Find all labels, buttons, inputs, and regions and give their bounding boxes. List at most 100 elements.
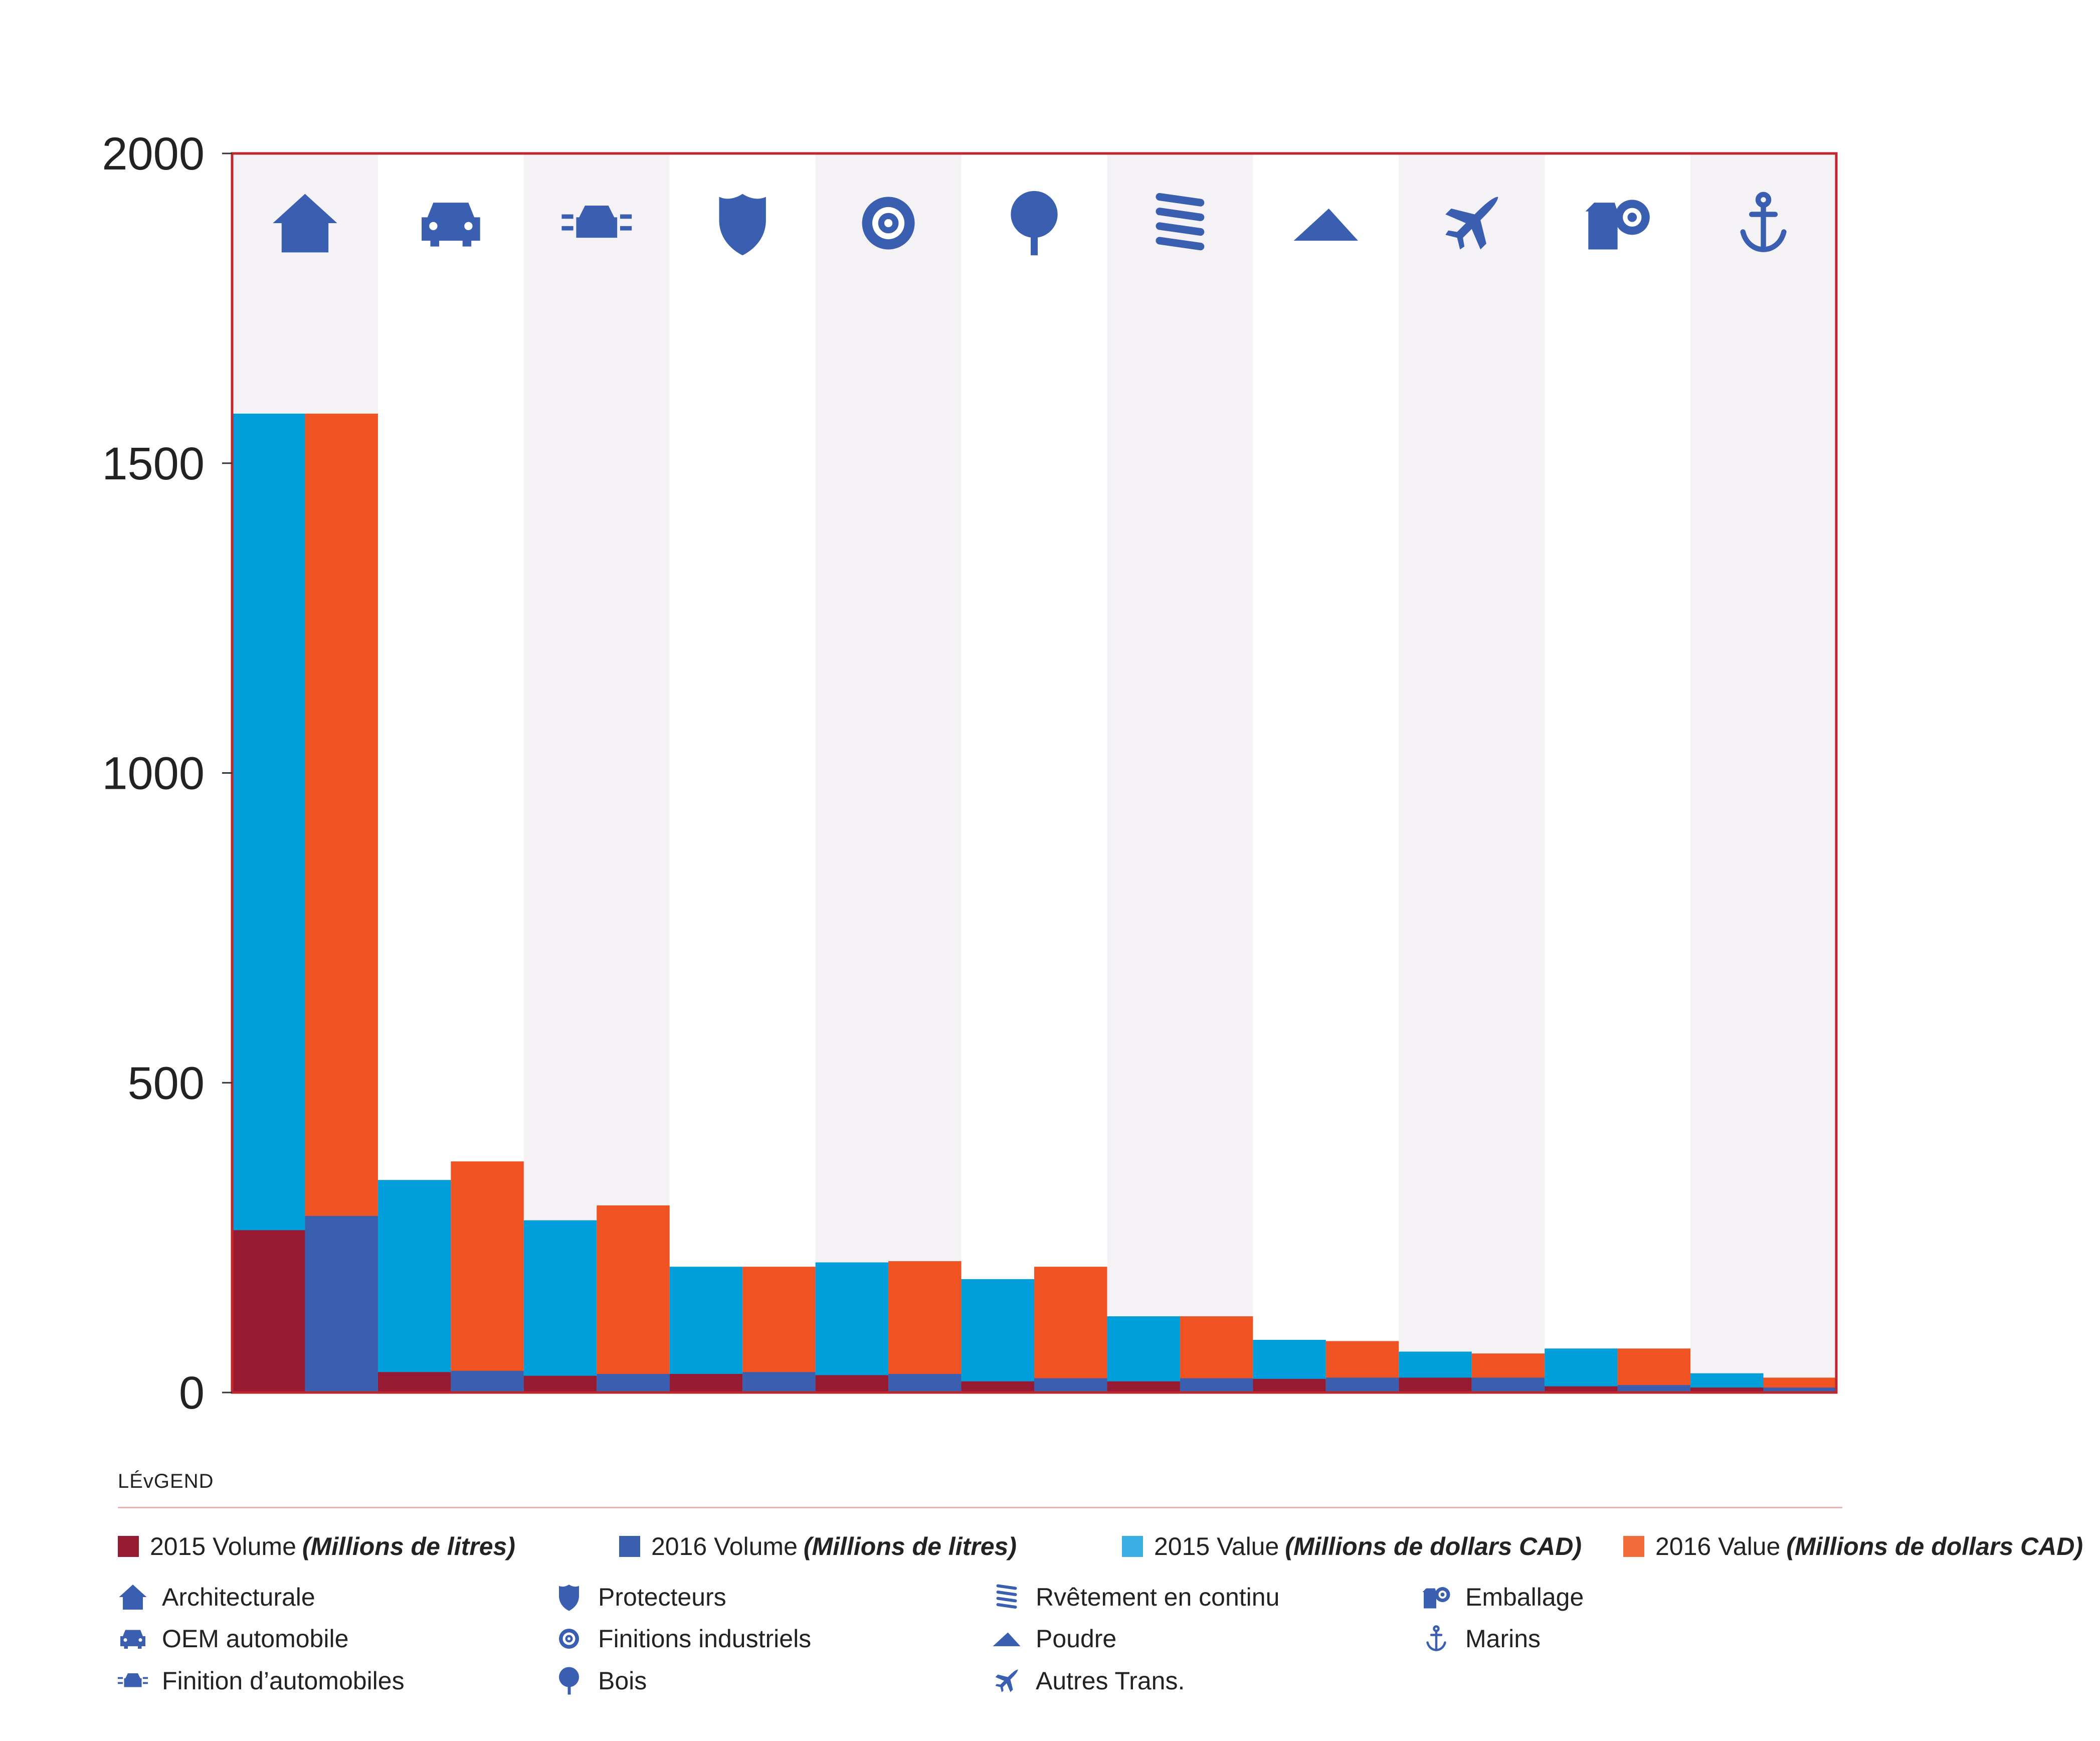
category-band [1399,153,1545,1392]
y-tick-label: 0 [179,1367,205,1419]
y-tick-label: 2000 [102,128,205,180]
series-legend: 2015 Volume (Millions de litres) 2016 Vo… [118,1532,2098,1567]
legend-cat-protecteurs: Protecteurs [554,1582,726,1612]
bar-2015-volume [1107,1381,1180,1392]
bar-2015-volume [232,1230,305,1392]
bar-2016-volume [1617,1385,1691,1392]
swatch-2016-value [1623,1536,1644,1557]
house-icon [119,1585,147,1610]
packaging-icon [1422,1587,1450,1609]
airplane-icon [995,1669,1018,1692]
house-icon [273,194,337,253]
bar-2016-volume [1471,1377,1545,1392]
legend-label: 2015 Value [1154,1532,1279,1560]
bar-2015-volume [1399,1377,1472,1392]
bar-2015-volume [961,1381,1034,1392]
bar-2015-volume [669,1373,743,1392]
powder-icon [1293,208,1358,241]
legend-item-2015-volume: 2015 Volume (Millions de litres) [118,1532,515,1561]
anchor-icon [1426,1625,1446,1651]
legend-cat-label: Finition d’automobiles [162,1667,405,1695]
coil-icon [1156,193,1205,251]
legend-cat-label: Autres Trans. [1036,1667,1185,1695]
legend-cat-bois: Bois [554,1666,647,1696]
category-bands [232,153,1836,1392]
bar-2015-value [815,1262,889,1392]
legend-cat-poudre: Poudre [992,1624,1116,1654]
legend-unit: (Millions de litres) [302,1532,515,1560]
bar-2015-value [669,1267,743,1392]
legend-title: LÉvGEND [118,1470,214,1492]
legend-label: 2016 Volume [651,1532,798,1560]
bar-2015-value [1107,1316,1180,1392]
category-icons [273,191,1787,256]
tree-icon [559,1667,579,1695]
bar-2015-volume [523,1375,597,1392]
legend-cat-label: Poudre [1036,1625,1117,1653]
car-icon [422,203,480,247]
bar-2015-volume [815,1375,889,1392]
legend-label: 2016 Value [1655,1532,1781,1560]
legend-item-2016-volume: 2016 Volume (Millions de litres) [619,1532,1017,1561]
bar-2015-value [377,1180,451,1392]
legend-cat-label: OEM automobile [162,1625,349,1653]
gear-icon [559,1629,579,1649]
bar-2016-volume [597,1373,670,1392]
y-tick-label: 1500 [102,438,205,489]
bar-2015-value [232,413,305,1393]
swatch-2016-volume [619,1536,640,1557]
legend-cat-label: Emballage [1465,1583,1584,1611]
legend-cat-label: Architecturale [162,1583,315,1611]
legend-cat-architecturale: Architecturale [118,1582,315,1612]
anchor-icon [1740,192,1787,252]
bar-2015-volume [1545,1386,1618,1392]
car-refinish-icon [118,1673,148,1687]
packaging-icon [1585,200,1650,250]
legend-cat-label: Protecteurs [598,1583,726,1611]
bar-2015-value [1545,1348,1618,1392]
legend-unit: (Millions de dollars CAD) [1786,1532,2083,1560]
bar-2016-volume [1180,1378,1253,1392]
bar-2016-volume [742,1372,816,1392]
y-tick-label: 500 [128,1058,205,1109]
legend-cat-label: Marins [1465,1625,1541,1653]
shield-icon [719,194,766,256]
powder-icon [993,1632,1021,1646]
legend-cat-label: Bois [598,1667,647,1695]
bar-2016-volume [1763,1387,1836,1392]
bar-2015-value [523,1220,597,1392]
bar-2016-value [1034,1267,1107,1392]
bar-2015-volume [1253,1378,1326,1392]
legend-cat-emballage: Emballage [1421,1582,1584,1612]
bar-2016-volume [1325,1377,1399,1392]
bar-2016-volume [1034,1378,1107,1392]
car-refinish-icon [561,206,632,238]
category-band [1690,153,1836,1392]
legend-cat-oem-automobile: OEM automobile [118,1624,348,1654]
legend-cat-label: Finitions industriels [598,1625,812,1653]
bars [232,413,1836,1393]
legend-cat-autres-trans: Autres Trans. [992,1666,1185,1696]
bar-2015-value [961,1279,1034,1392]
legend-item-2016-value: 2016 Value (Millions de dollars CAD) [1623,1532,2083,1561]
category-band [523,153,670,1392]
tree-icon [1011,191,1058,256]
bar-2016-value [451,1161,524,1392]
legend-unit: (Millions de litres) [803,1532,1017,1560]
legend-cat-finitions-industriels: Finitions industriels [554,1624,811,1654]
y-tick-label: 1000 [102,748,205,799]
legend-label: 2015 Volume [150,1532,296,1560]
legend-unit: (Millions de dollars CAD) [1285,1532,1582,1560]
y-axis: 0 500 1000 1500 2000 [102,128,232,1419]
car-icon [120,1630,145,1649]
bar-2015-volume [377,1372,451,1392]
legend-cat-marins: Marins [1421,1624,1541,1654]
bar-2015-volume [1690,1387,1764,1392]
coil-icon [996,1584,1017,1609]
legend-cat-finition-automobiles: Finition d’automobiles [118,1666,405,1696]
bar-2016-value [888,1261,962,1392]
swatch-2015-value [1122,1536,1143,1557]
bar-2016-volume [305,1215,378,1392]
shield-icon [559,1585,579,1611]
